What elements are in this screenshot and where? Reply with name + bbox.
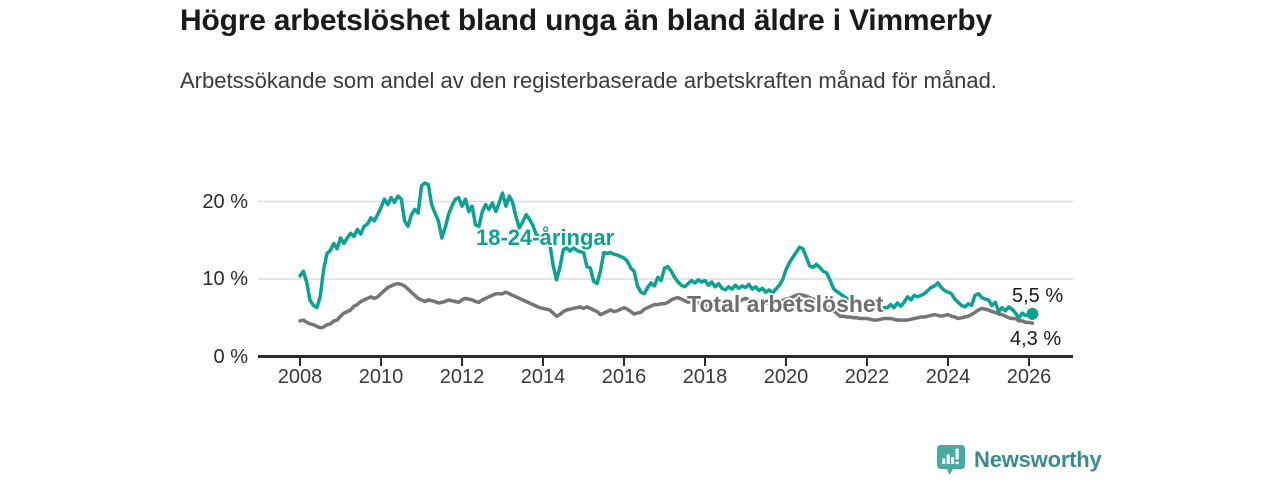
newsworthy-logo-icon xyxy=(936,444,966,476)
newsworthy-logo-text: Newsworthy xyxy=(974,447,1102,472)
series-end-dot-youth xyxy=(1026,307,1039,320)
chart-title: Högre arbetslöshet bland unga än bland ä… xyxy=(180,4,992,37)
series-line-total xyxy=(298,281,1035,330)
newsworthy-logo[interactable]: Newsworthy xyxy=(936,444,1102,476)
series-line-youth xyxy=(298,181,1035,320)
chart-subtitle: Arbetssökande som andel av den registerb… xyxy=(180,68,997,93)
